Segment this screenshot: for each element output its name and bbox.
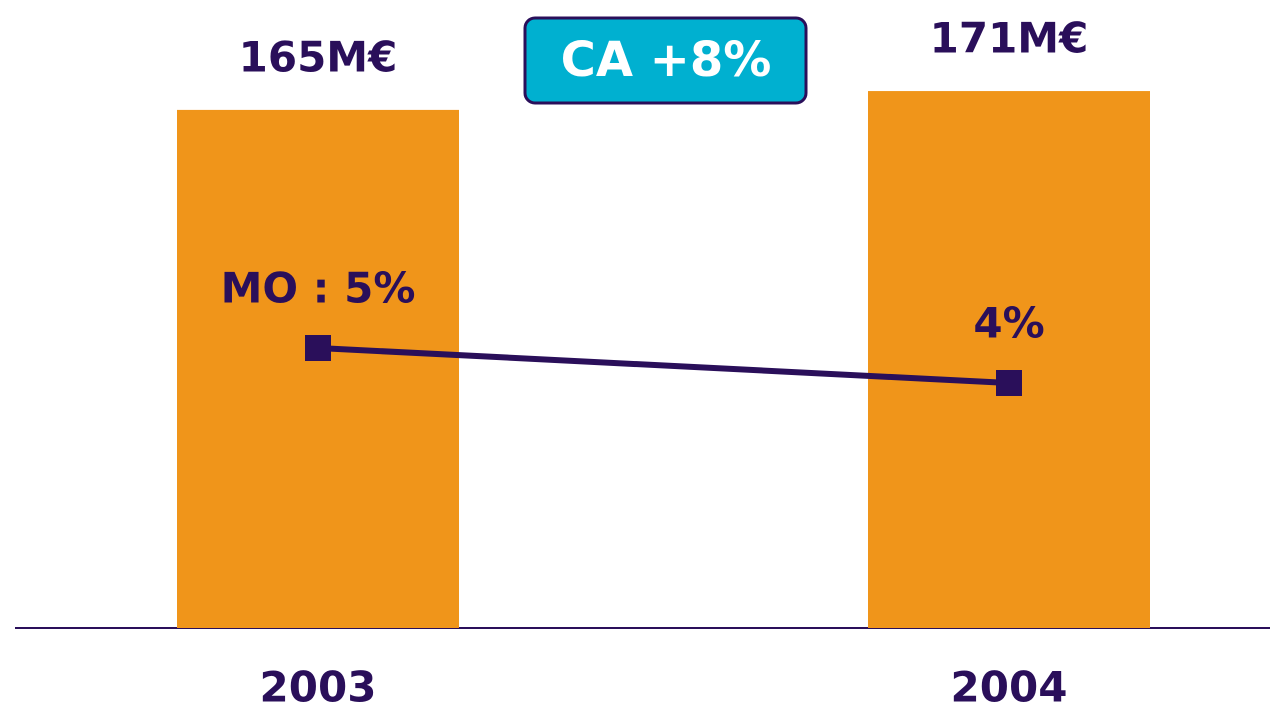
line-label: MO : 5% [221,264,416,313]
bar [868,91,1150,628]
marker [996,370,1022,396]
bar-label: 171M€ [930,14,1089,63]
line-label: 4% [973,299,1044,348]
x-tick-label: 2003 [260,663,377,711]
bar [177,109,459,628]
marker [305,335,331,361]
x-tick-label: 2004 [951,663,1068,711]
bar-label: 165M€ [239,32,398,81]
annotation: CA +8% [561,32,772,88]
line [317,345,1010,386]
annotation-box [523,16,808,105]
